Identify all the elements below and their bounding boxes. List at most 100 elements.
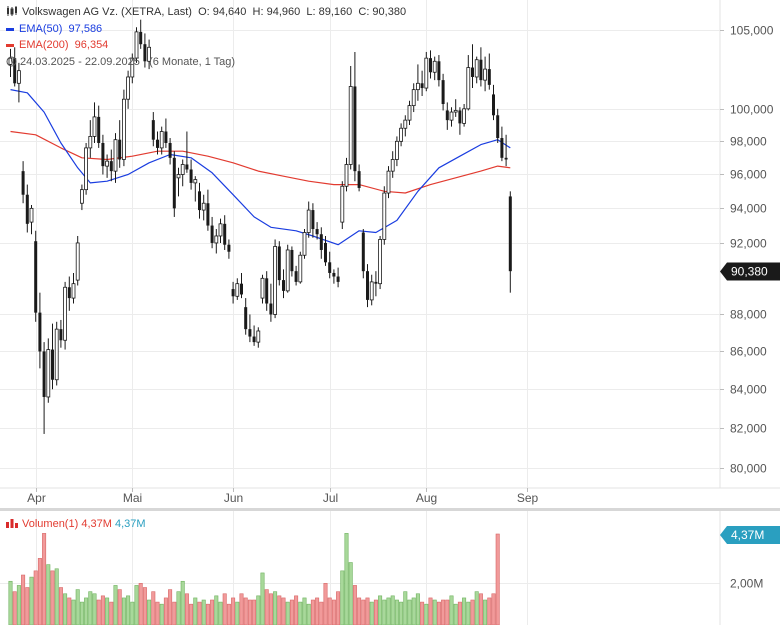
volume-bar — [46, 564, 51, 625]
candle — [458, 107, 462, 135]
candle-body-up — [382, 192, 387, 240]
candle-body-down — [156, 139, 159, 148]
volume-bar — [180, 580, 185, 625]
candle-body-down — [51, 349, 54, 380]
open-value: O: 94,640 — [198, 6, 247, 18]
volume-bar — [113, 585, 118, 625]
volume-bar — [315, 597, 320, 625]
candle-body-up — [273, 246, 278, 315]
volume-bar — [407, 599, 412, 625]
volume-bar — [495, 533, 500, 625]
volume-bar — [365, 597, 370, 625]
candle-body-up — [71, 283, 76, 299]
volume-bar — [478, 593, 483, 625]
candle — [328, 251, 332, 279]
volume-bar — [378, 595, 383, 625]
price-tick-label: 84,000 — [730, 383, 767, 397]
volume-bar — [441, 599, 446, 625]
candle — [84, 142, 88, 195]
candle — [374, 271, 378, 297]
candle-body-up — [256, 330, 261, 343]
candle-body-down — [324, 242, 327, 263]
candle — [235, 278, 240, 300]
candle — [201, 194, 206, 221]
candle — [214, 229, 219, 254]
candle-body-down — [118, 139, 122, 160]
ema50-swatch — [6, 27, 14, 31]
volume-bar — [319, 601, 324, 625]
volume-bar — [340, 570, 345, 625]
ema50-value: 97,586 — [68, 23, 103, 35]
candle-body-down — [189, 169, 193, 183]
volume-bar — [75, 589, 80, 625]
ema50-label: EMA(50) — [19, 23, 63, 35]
volume-bar — [105, 597, 110, 625]
candle — [198, 182, 201, 219]
time-tick-label: Jul — [323, 491, 338, 505]
price-tick-label: 82,000 — [730, 422, 767, 436]
candle — [336, 267, 340, 288]
candle-body-down — [244, 307, 248, 330]
candle — [302, 229, 307, 259]
volume-bar — [361, 599, 366, 625]
candle — [432, 56, 437, 81]
volume-bar — [226, 603, 231, 625]
candle-body-down — [332, 272, 336, 277]
volume-bar — [331, 599, 336, 625]
candle-body-down — [172, 157, 176, 209]
candle — [25, 184, 29, 233]
volume-bar — [88, 591, 93, 625]
candle-body-up — [462, 108, 467, 124]
candle — [105, 154, 109, 178]
candle — [16, 62, 21, 103]
candle — [206, 189, 210, 231]
candle — [244, 298, 248, 335]
volume-bar — [298, 601, 303, 625]
volume-bar — [8, 580, 13, 625]
volume-bar — [394, 599, 399, 625]
candle — [159, 126, 164, 155]
candle — [210, 216, 214, 249]
candle-body-up — [453, 110, 458, 113]
volume-bar — [462, 597, 467, 625]
volume-bar — [184, 593, 189, 625]
volume-bar — [302, 597, 307, 625]
ema50-legend[interactable]: EMA(50) 97,586 — [6, 22, 102, 36]
candle — [471, 44, 474, 89]
candle-body-down — [336, 276, 340, 282]
candle — [223, 215, 227, 250]
candle — [282, 269, 285, 299]
candle — [382, 186, 387, 245]
candle — [130, 53, 135, 84]
volume-legend[interactable]: Volumen(1) 4,37M 4,37M — [6, 517, 146, 531]
candle-body-up — [285, 249, 290, 292]
volume-bar — [142, 587, 147, 625]
volume-tick-label: 2,00M — [730, 577, 763, 591]
candle — [122, 89, 126, 167]
volume-bar — [411, 597, 416, 625]
candle — [168, 138, 172, 165]
candle-body-up — [134, 31, 139, 59]
candle — [399, 123, 404, 147]
volume-bar — [50, 570, 55, 625]
candle-body-up — [46, 349, 51, 398]
candle-body-down — [151, 120, 155, 140]
volume-bar — [352, 585, 357, 625]
candle — [134, 27, 139, 63]
volume-bar — [25, 587, 30, 625]
candle — [38, 292, 42, 369]
candle — [504, 134, 508, 167]
candle — [193, 176, 198, 202]
candle — [46, 338, 51, 403]
ema200-legend[interactable]: EMA(200) 96,354 — [6, 38, 108, 52]
volume-bar — [357, 597, 362, 625]
candle-body-up — [390, 159, 395, 172]
candle-body-down — [67, 287, 71, 299]
volume-bar — [231, 597, 236, 625]
time-tick-label: Apr — [27, 491, 46, 505]
volume-bar — [436, 601, 441, 625]
ema200-value: 96,354 — [74, 39, 109, 51]
candle-body-up — [415, 82, 420, 91]
candle-body-down — [500, 138, 504, 158]
candle-body-up — [260, 277, 265, 299]
